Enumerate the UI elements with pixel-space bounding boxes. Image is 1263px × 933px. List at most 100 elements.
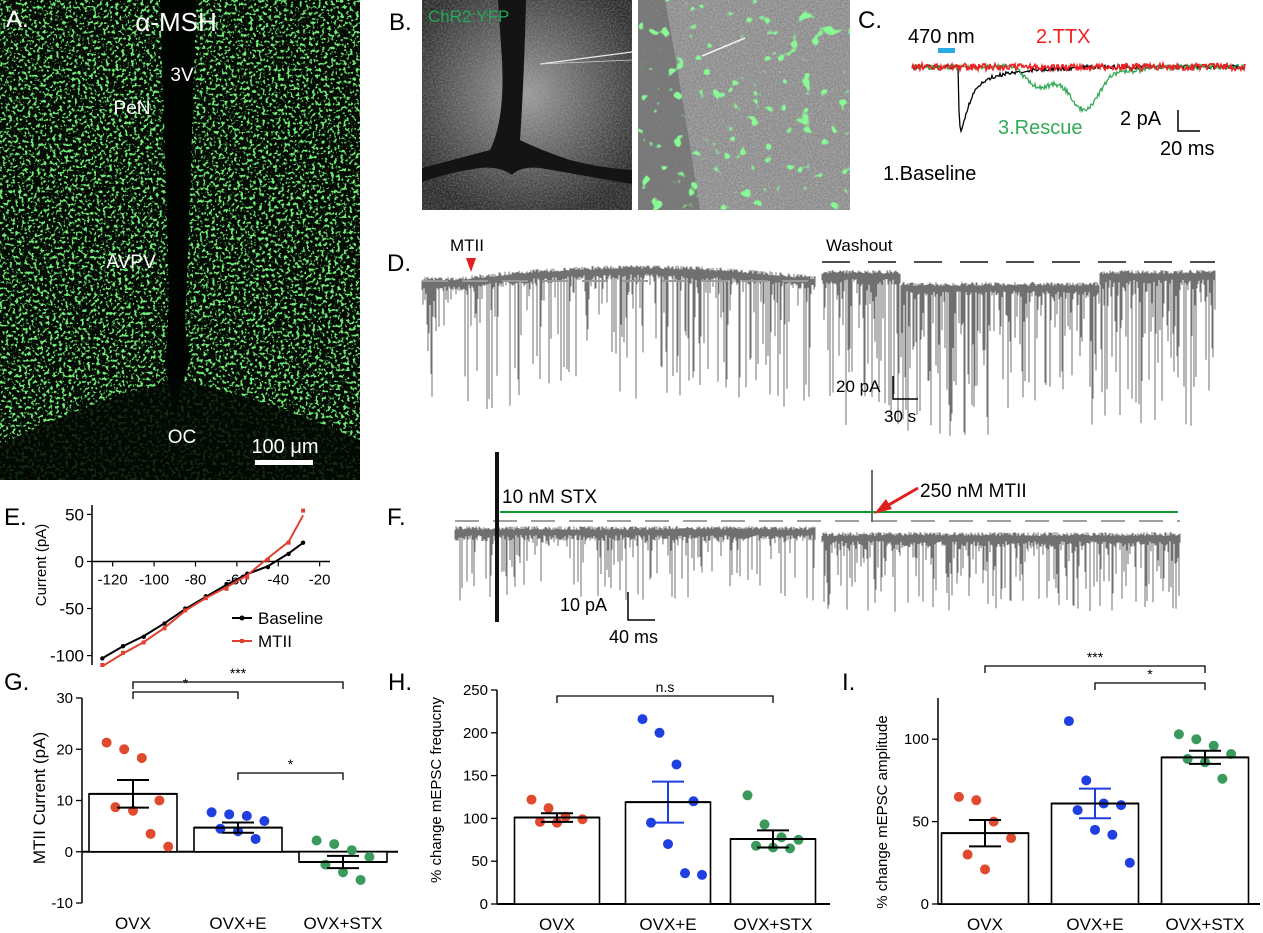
trace-label-baseline: 1.Baseline [883, 163, 976, 185]
data-point [1063, 716, 1074, 727]
data-point [265, 564, 271, 570]
data-point [145, 828, 156, 839]
data-point [183, 608, 188, 613]
significance-bracket [132, 691, 239, 699]
data-point [259, 816, 270, 826]
data-point [355, 874, 366, 885]
data-point [759, 819, 770, 830]
data-point [785, 843, 795, 854]
data-point [962, 849, 973, 860]
mtii-label: 250 nM MTII [920, 481, 1027, 502]
panel-letter-f: F. [387, 504, 406, 531]
data-point [120, 643, 126, 649]
data-point [1191, 734, 1202, 745]
x-tick-label: -100 [139, 571, 169, 588]
y-tick-label: 10 [56, 793, 73, 810]
scalebar-label: 100 μm [251, 436, 318, 458]
x-tick-label: OVX [539, 915, 575, 933]
region-oc: OC [168, 427, 197, 448]
data-point [141, 640, 146, 645]
trace-ttx [911, 60, 1246, 74]
significance-label: n.s [656, 679, 675, 695]
x-tick-label: OVX [967, 915, 1003, 933]
trace-mtii [421, 265, 816, 409]
data-point [163, 841, 174, 852]
y-tick-label: 0 [65, 844, 73, 861]
x-tick-label: OVX [115, 914, 151, 933]
data-point [971, 795, 982, 806]
bar-ovx-stx [1160, 756, 1250, 905]
stx-label: 10 nM STX [502, 487, 597, 508]
x-tick-label: OVX+E [639, 915, 696, 933]
y-tick-label: -50 [59, 600, 84, 619]
x-tick-label: -20 [309, 571, 331, 588]
trace-label-ttx: 2.TTX [1036, 26, 1090, 48]
region-pen: PeN [114, 98, 151, 119]
significance-bracket [237, 772, 344, 780]
data-point [141, 634, 146, 639]
data-point [136, 752, 147, 763]
region-avpv: AVPV [106, 252, 156, 273]
data-point [224, 809, 235, 820]
region-3v: 3V [170, 65, 194, 86]
x-tick-label: -120 [98, 571, 128, 588]
legend-baseline: Baseline [258, 609, 323, 628]
data-point [980, 864, 990, 875]
significance-label: * [288, 756, 294, 772]
y-tick-label: -100 [50, 647, 84, 666]
significance-label: *** [1087, 649, 1104, 665]
scale-y-label: 2 pA [1120, 108, 1162, 130]
y-tick-label: 250 [463, 682, 488, 699]
panel-i-bar-chart: I. % change mEPSC amplitude 0 50 100 OVX OVX… [842, 649, 1260, 933]
x-tick-label: OVX+STX [1166, 915, 1245, 933]
stain-label: α-MSH [135, 7, 216, 37]
legend: Baseline MTII [232, 609, 323, 651]
y-tick-label: 30 [56, 690, 73, 707]
data-point [697, 869, 707, 880]
data-point [215, 823, 226, 834]
data-point [286, 540, 291, 545]
data-point [1072, 805, 1083, 816]
data-point [776, 832, 787, 843]
x-tick-label: OVX+STX [734, 915, 813, 933]
data-point [119, 744, 130, 755]
data-point [162, 621, 167, 626]
y-axis-label: Current (pA) [33, 524, 50, 607]
scale-bar [1177, 110, 1200, 132]
y-tick-label: 50 [912, 814, 929, 831]
significance-bracket [132, 681, 344, 689]
data-point [250, 833, 261, 844]
y-tick-label: -10 [51, 895, 73, 912]
data-point [338, 867, 348, 878]
panel-letter-h: H. [388, 669, 412, 696]
y-tick-label: 150 [463, 768, 488, 785]
data-point [241, 810, 252, 821]
data-point [1081, 775, 1092, 786]
stimulus-artifact [495, 452, 499, 622]
trace-washout [821, 270, 1216, 436]
panel-c-traces: C. 470 nm 2.TTX 3.Rescue 1.Baseline 2 pA… [858, 7, 1246, 185]
data-point [301, 508, 306, 513]
data-point [100, 656, 105, 661]
data-point [1090, 824, 1100, 835]
y-tick-label: 100 [463, 810, 488, 827]
scale-bar [892, 376, 918, 400]
data-point [577, 814, 588, 825]
x-tick-label: OVX+E [1066, 915, 1123, 933]
data-point [637, 714, 648, 725]
y-tick-label: 0 [75, 552, 84, 571]
y-axis-label: % change mEPSC amplitude [874, 715, 891, 908]
scalebar [255, 460, 313, 465]
light-label: 470 nm [908, 26, 975, 48]
data-point [671, 759, 682, 770]
y-tick-label: 0 [480, 896, 488, 913]
data-point [535, 816, 545, 827]
scale-x-label: 20 ms [1160, 138, 1214, 160]
significance-bracket [1094, 682, 1206, 690]
panel-f-recording: F. 10 nM STX 250 nM MTII 10 pA 40 ms [387, 452, 1181, 647]
scale-y-label: 10 pA [560, 595, 607, 615]
data-point [311, 835, 322, 846]
panel-letter-g: G. [4, 669, 29, 696]
data-point [680, 868, 690, 879]
